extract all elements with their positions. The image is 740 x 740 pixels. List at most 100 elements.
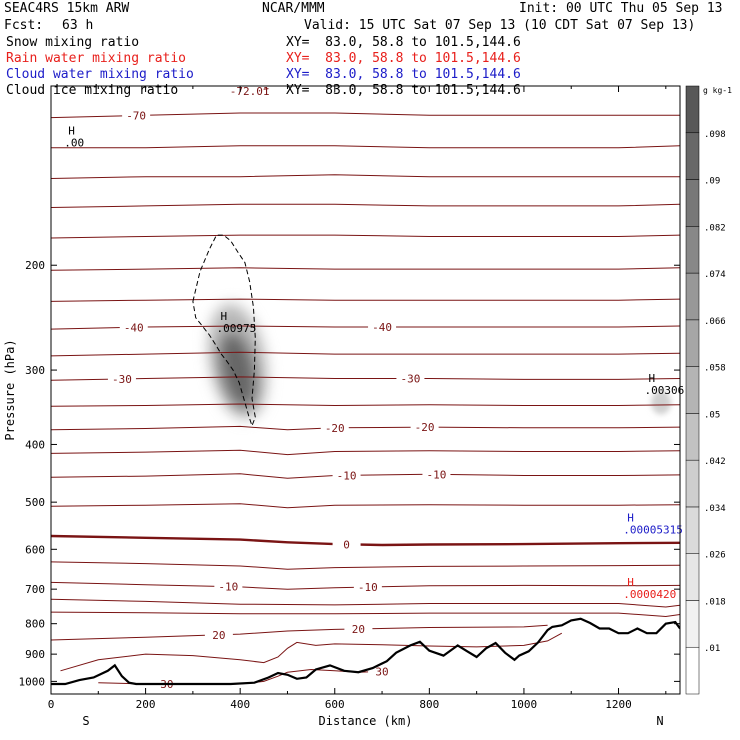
colorbar-swatch: [685, 179, 700, 227]
colorbar-swatch: [685, 226, 700, 274]
temperature-contour: [98, 668, 383, 686]
plot-frame: [50, 85, 681, 695]
temperature-contour: [51, 112, 680, 119]
endpoint-right-label: N: [656, 714, 663, 728]
contour-label: -20: [325, 422, 345, 435]
contour-label: -72.01: [230, 85, 270, 98]
y-axis-label: Pressure (hPa): [3, 339, 17, 440]
colorbar-tick-label: .018: [704, 597, 726, 607]
colorbar-swatch: [685, 272, 700, 321]
contour-label-bg: [396, 372, 425, 385]
contour-label: -20: [415, 421, 435, 434]
x-tick-label: 400: [230, 698, 250, 711]
temperature-contour: [51, 611, 680, 618]
colorbar-tick-label: .042: [704, 457, 726, 467]
contour-label: -30: [112, 373, 132, 386]
org-label: NCAR/MMM: [262, 1, 325, 16]
init-time: Init: 00 UTC Thu 05 Sep 13: [519, 1, 723, 16]
temperature-contour: [51, 503, 680, 509]
colorbar-tick-label: .05: [704, 410, 720, 420]
contour-label-bg: [332, 469, 361, 482]
valid-time: Valid: 15 UTC Sat 07 Sep 13 (10 CDT Sat …: [304, 18, 696, 33]
contour-label: -40: [372, 321, 392, 334]
colorbar-tick-label: .09: [704, 177, 720, 187]
colorbar-swatch: [685, 413, 700, 461]
contour-label-bg: [122, 109, 151, 122]
temperature-contour: [51, 561, 680, 570]
y-tick-label: 500: [25, 496, 45, 509]
colorbar-swatch: [685, 553, 700, 601]
y-tick-label: 400: [25, 438, 45, 451]
colorbar-tick-label: .01: [704, 644, 720, 654]
colorbar-swatch: [685, 459, 700, 508]
maximum-value: .00: [64, 136, 84, 149]
contour-label-bg: [368, 665, 397, 678]
y-tick-label: 200: [25, 259, 45, 272]
x-tick-label: 1200: [605, 698, 632, 711]
field-xy: XY= 83.0, 58.8 to 101.5,144.6: [286, 67, 521, 82]
colorbar-tick-label: .034: [704, 504, 726, 514]
colorbar-tick-label: .026: [704, 551, 726, 561]
contour-label-bg: [214, 580, 243, 593]
temperature-contour: [51, 376, 680, 381]
colorbar-tick-label: .098: [704, 130, 726, 140]
temperature-contour: [51, 234, 680, 239]
x-axis-label: Distance (km): [319, 714, 413, 728]
ice-shading: [651, 390, 672, 415]
contour-label: 30: [375, 665, 388, 678]
contour-label: -10: [427, 468, 447, 481]
temperature-contour: [51, 174, 680, 179]
temperature-contour: [51, 403, 680, 407]
maximum-value: .00005315: [623, 523, 683, 536]
colorbar-swatch: [685, 319, 700, 367]
endpoint-left-label: S: [82, 714, 89, 728]
contour-label: -10: [337, 469, 357, 482]
field-xy: XY= 83.0, 58.8 to 101.5,144.6: [286, 83, 521, 98]
maximum-marker: H: [627, 511, 634, 524]
colorbar-swatch: [685, 646, 700, 695]
y-tick-label: 800: [25, 618, 45, 631]
colorbar-swatch: [685, 85, 700, 134]
colorbar-swatch: [685, 366, 700, 414]
forecast-hours: 63 h: [62, 18, 94, 33]
contour-label-bg: [320, 421, 349, 434]
temperature-contour: [51, 473, 680, 479]
temperature-contour: [51, 267, 680, 271]
contour-label-bg: [344, 622, 373, 635]
temperature-contour: [51, 298, 680, 302]
x-tick-label: 600: [325, 698, 345, 711]
contour-label: 0: [343, 538, 350, 551]
contour-label-bg: [353, 581, 382, 594]
colorbar-unit: g kg-1: [703, 86, 732, 95]
field-xy: XY= 83.0, 58.8 to 101.5,144.6: [286, 35, 521, 50]
field-name: Rain water mixing ratio: [6, 51, 187, 66]
contour-label-bg: [422, 468, 451, 481]
field-name: Cloud water mixing ratio: [6, 67, 194, 82]
snow-shading-core: [220, 332, 256, 408]
y-tick-label: 600: [25, 543, 45, 556]
temperature-contour: [51, 425, 680, 431]
terrain-line: [51, 617, 680, 686]
forecast-label: Fcst:: [4, 18, 44, 33]
contour-label-bg: [235, 86, 264, 98]
maximum-value: .00306: [645, 384, 685, 397]
contour-label-bg: [119, 321, 148, 334]
temperature-contour: [51, 581, 680, 590]
colorbar-tick-label: .066: [704, 317, 726, 327]
maximum-marker: H: [68, 124, 75, 137]
y-tick-label: 900: [25, 648, 45, 661]
field-name: Cloud ice mixing ratio: [6, 83, 179, 98]
x-tick-label: 800: [419, 698, 439, 711]
contour-label-bg: [107, 372, 136, 385]
maximum-marker: H: [221, 310, 228, 323]
model-title: SEAC4RS 15km ARW: [4, 1, 130, 16]
contour-label: -40: [124, 321, 144, 334]
y-tick-label: 300: [25, 364, 45, 377]
y-tick-label: 700: [25, 583, 45, 596]
temperature-contour: [51, 534, 680, 547]
colorbar-swatch: [685, 132, 700, 180]
contour-label: 20: [352, 623, 365, 636]
contour-label-bg: [332, 538, 361, 551]
maximum-marker: H: [649, 372, 656, 385]
maximum-value: .00975: [217, 322, 257, 335]
